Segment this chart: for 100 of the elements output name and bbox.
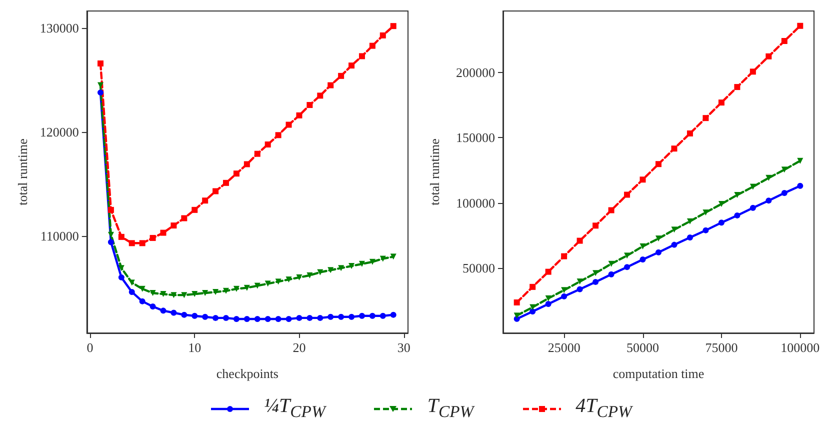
point <box>348 263 355 270</box>
point <box>576 286 583 292</box>
point <box>223 288 230 294</box>
point <box>170 292 177 298</box>
y-tick-label: 110000 <box>40 228 79 244</box>
point <box>254 316 260 322</box>
point <box>797 22 804 29</box>
point <box>686 130 693 136</box>
point <box>139 298 146 304</box>
point <box>223 180 230 186</box>
point <box>369 312 376 319</box>
point <box>624 252 630 259</box>
point <box>244 161 250 168</box>
point <box>781 190 788 196</box>
y-axis-title: total runtime <box>15 138 30 206</box>
point <box>328 267 334 274</box>
point <box>545 300 552 307</box>
point <box>264 280 271 287</box>
x-tick-label: 20 <box>292 340 306 355</box>
point <box>640 176 646 183</box>
y-tick-label: 120000 <box>40 124 79 140</box>
point <box>656 161 662 168</box>
point <box>608 260 614 267</box>
point <box>338 265 344 272</box>
y-tick-label: 130000 <box>40 20 79 36</box>
point <box>296 112 302 118</box>
point <box>306 102 313 108</box>
point <box>671 242 678 248</box>
point <box>139 240 146 246</box>
point <box>118 265 124 272</box>
x-tick-label: 30 <box>397 340 410 355</box>
point <box>328 82 334 88</box>
point <box>369 42 376 49</box>
point <box>390 312 396 318</box>
point <box>244 316 250 322</box>
point <box>118 234 124 240</box>
point <box>212 288 219 295</box>
point <box>702 227 709 234</box>
point <box>128 280 135 286</box>
point <box>275 316 282 322</box>
point <box>150 304 156 310</box>
point <box>128 240 135 246</box>
point <box>139 286 146 292</box>
x-tick-label: 75000 <box>705 340 738 355</box>
point <box>734 84 740 90</box>
point <box>108 239 114 246</box>
point <box>170 310 177 316</box>
point <box>608 207 614 214</box>
point <box>561 293 568 300</box>
point <box>108 232 114 238</box>
point <box>348 62 355 69</box>
point <box>97 60 104 66</box>
point <box>514 312 520 319</box>
point <box>233 286 240 292</box>
point <box>592 270 599 276</box>
point <box>530 308 536 315</box>
legend-label: 4T$_{CPW}$ <box>576 395 632 422</box>
point <box>390 254 396 260</box>
point <box>98 90 104 96</box>
point <box>181 292 188 298</box>
point <box>766 174 772 181</box>
point <box>317 92 324 99</box>
point <box>338 314 344 320</box>
point <box>592 222 599 229</box>
point <box>160 230 166 236</box>
point <box>254 282 260 289</box>
point <box>671 226 678 233</box>
point <box>561 287 568 294</box>
point <box>150 290 156 296</box>
point <box>275 132 282 138</box>
point <box>233 170 240 177</box>
y-tick-label: 200000 <box>456 65 495 80</box>
x-tick-label: 25000 <box>548 340 580 355</box>
point <box>202 198 208 204</box>
point <box>202 314 208 320</box>
point <box>656 249 662 256</box>
point <box>797 158 804 164</box>
point <box>576 278 583 285</box>
point <box>545 268 552 275</box>
x-tick-label: 0 <box>86 340 94 355</box>
point <box>797 182 804 189</box>
y-tick-label: 50000 <box>462 260 495 276</box>
point <box>358 53 365 60</box>
point <box>296 274 302 280</box>
point <box>118 274 124 280</box>
point <box>686 218 693 224</box>
point <box>734 212 740 218</box>
legend-label: ¼T$_{CPW}$ <box>264 395 326 422</box>
point <box>212 188 219 194</box>
point <box>576 238 583 244</box>
point <box>702 115 709 122</box>
point <box>640 256 646 263</box>
point <box>286 276 292 283</box>
legend-label: T$_{CPW}$ <box>427 395 474 422</box>
y-axis-title: total runtime <box>427 138 442 206</box>
point <box>170 222 177 228</box>
point <box>624 192 630 198</box>
point <box>254 150 260 157</box>
point <box>640 243 646 250</box>
point <box>317 269 324 276</box>
